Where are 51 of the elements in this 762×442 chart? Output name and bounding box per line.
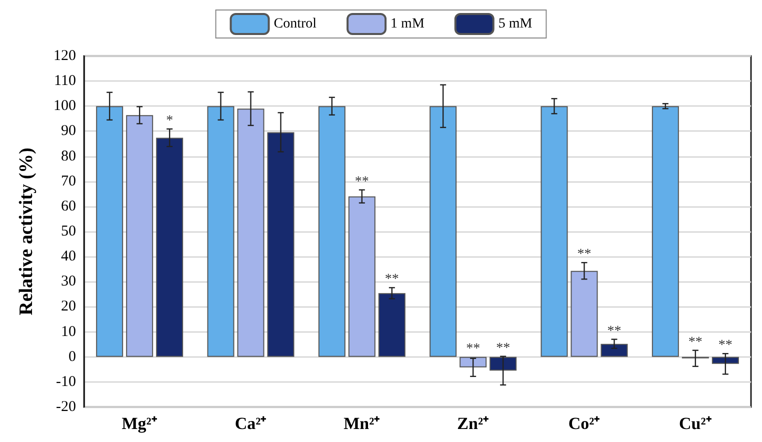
- bar: [600, 344, 628, 357]
- data-label: **: [496, 340, 510, 356]
- bar: [460, 356, 487, 368]
- x-tick-label: Cu²⁺: [679, 414, 712, 433]
- y-tick-label: 70: [61, 173, 76, 190]
- y-tick-label: 60: [61, 198, 76, 214]
- bar: [348, 196, 376, 357]
- y-tick-label: 20: [61, 298, 76, 315]
- x-tick-label: Zn²⁺: [457, 414, 490, 433]
- y-tick-label: 10: [61, 324, 76, 340]
- bar: [207, 106, 234, 357]
- bar: [490, 356, 517, 371]
- y-tick-label: -10: [56, 374, 76, 390]
- bar: [126, 115, 154, 357]
- data-label: **: [718, 338, 732, 354]
- y-tick-label: 0: [68, 348, 76, 365]
- legend-label: 1 mM: [390, 16, 425, 32]
- y-tick-label: 100: [54, 98, 76, 114]
- bar: [712, 356, 739, 364]
- data-label: **: [354, 174, 369, 190]
- legend-label: Control: [274, 16, 317, 32]
- y-tick-label: 110: [54, 73, 76, 90]
- y-tick-label: 120: [54, 48, 76, 64]
- bar: [318, 106, 346, 357]
- x-tick-label: Mg²⁺: [122, 414, 158, 433]
- bar: [378, 293, 406, 357]
- y-tick-label: 40: [61, 248, 76, 265]
- legend-label: 5 mM: [498, 16, 533, 32]
- x-tick-label: Co²⁺: [568, 414, 600, 433]
- bar: [96, 106, 124, 357]
- y-tick-label: 30: [61, 274, 76, 290]
- bar: [237, 108, 264, 357]
- bar: [156, 138, 184, 357]
- x-tick-label: Mn²⁺: [344, 414, 380, 433]
- data-label: **: [577, 247, 592, 262]
- data-label: **: [384, 272, 399, 288]
- data-label: **: [466, 341, 480, 356]
- x-tick-label: Ca²⁺: [234, 414, 267, 433]
- bar: [267, 132, 294, 357]
- y-tick-label: -20: [56, 399, 76, 415]
- data-label: *: [166, 113, 174, 128]
- bar: [430, 106, 457, 357]
- bar: [652, 106, 679, 357]
- y-tick-label: 50: [61, 224, 76, 240]
- bar: [570, 270, 598, 357]
- bar: [540, 106, 568, 357]
- y-tick-label: 80: [61, 148, 76, 164]
- data-label: **: [688, 334, 702, 350]
- y-tick-label: 90: [61, 123, 76, 140]
- y-axis-title: Relative activity (%): [16, 148, 37, 316]
- data-label: **: [607, 324, 622, 339]
